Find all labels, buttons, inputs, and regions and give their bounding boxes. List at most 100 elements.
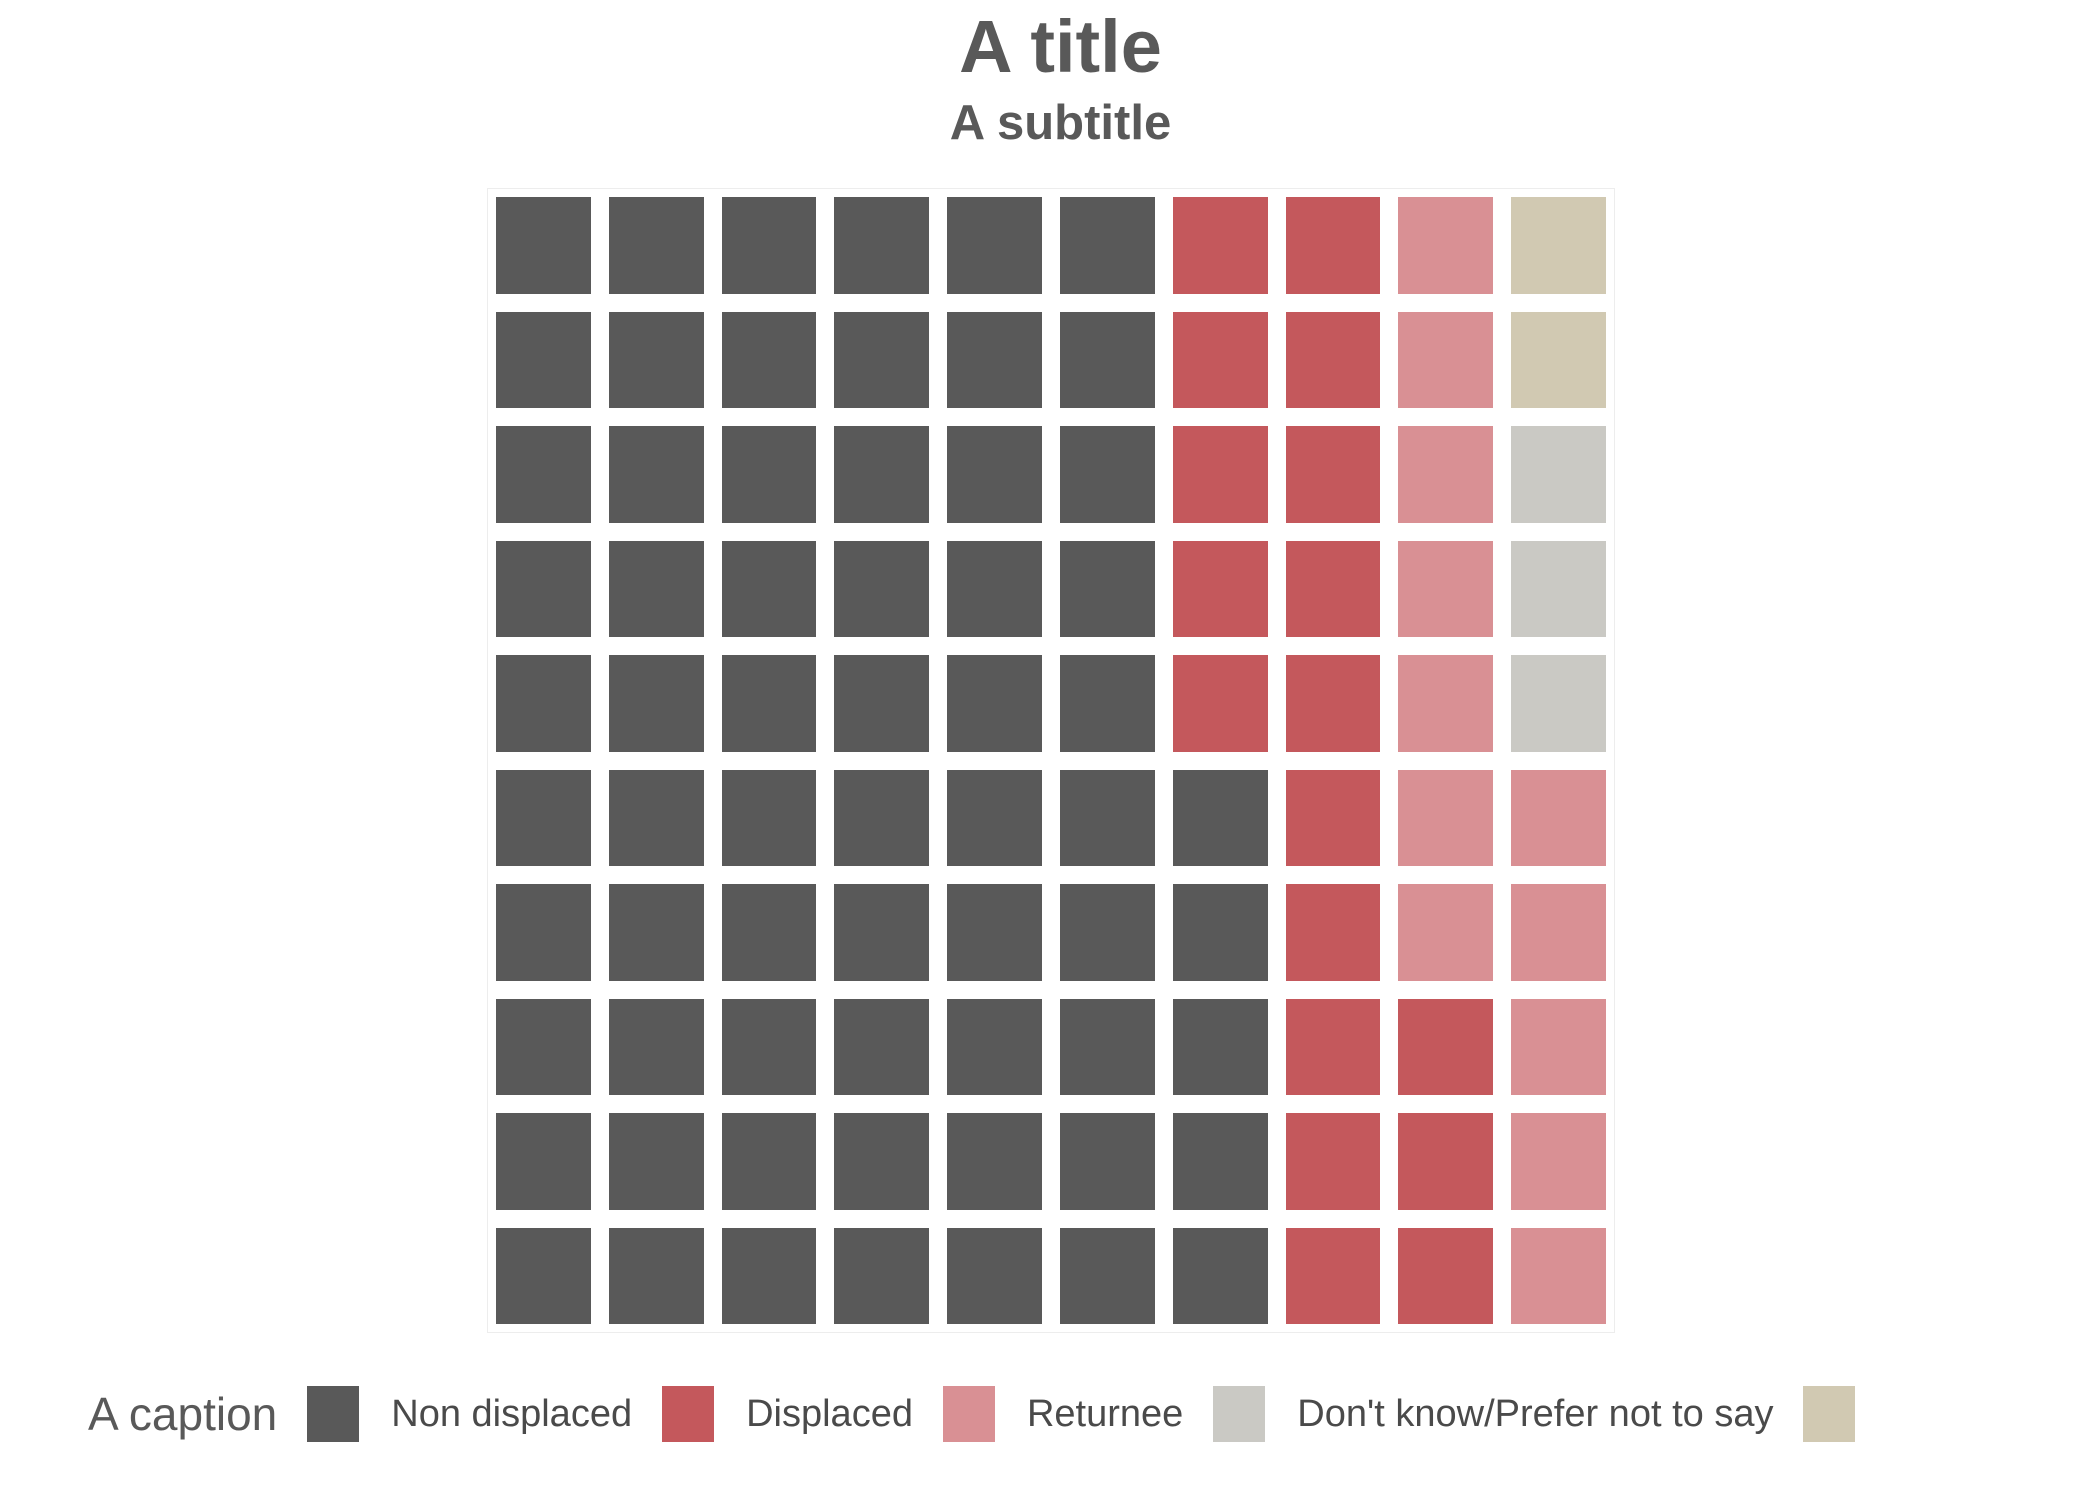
legend-swatch	[662, 1386, 715, 1442]
waffle-cell	[947, 197, 1042, 294]
waffle-cell	[1511, 655, 1606, 752]
waffle-cell	[1060, 1227, 1155, 1324]
waffle-cell	[1285, 998, 1381, 1095]
waffle-cell	[834, 769, 930, 866]
waffle-cell	[1060, 311, 1155, 408]
waffle-cell	[1511, 426, 1606, 523]
legend-caption: A caption	[88, 1388, 278, 1440]
legend-swatch	[1213, 1386, 1266, 1442]
waffle-cell	[721, 998, 817, 1095]
waffle-cell	[721, 884, 817, 981]
waffle-cell	[721, 1227, 817, 1324]
waffle-cell	[1172, 311, 1268, 408]
waffle-cell	[947, 426, 1042, 523]
waffle-cell	[608, 1113, 704, 1210]
waffle-cell	[1285, 426, 1381, 523]
waffle-cell	[1172, 769, 1268, 866]
waffle-cell	[1511, 998, 1606, 1095]
waffle-cell	[1511, 197, 1606, 294]
waffle-cell	[1511, 1227, 1606, 1324]
waffle-cell	[608, 426, 704, 523]
waffle-cell	[1060, 426, 1155, 523]
waffle-cell	[496, 540, 591, 637]
waffle-cell	[1060, 998, 1155, 1095]
waffle-cell	[496, 655, 591, 752]
waffle-cell	[1285, 884, 1381, 981]
waffle-cell	[1060, 197, 1155, 294]
waffle-cell	[1285, 311, 1381, 408]
waffle-cell	[496, 769, 591, 866]
waffle-cell	[947, 884, 1042, 981]
waffle-cell	[1511, 884, 1606, 981]
waffle-cell	[834, 1227, 930, 1324]
waffle-cell	[721, 1113, 817, 1210]
waffle-cell	[1511, 540, 1606, 637]
legend-item: Returnee	[942, 1386, 1184, 1442]
legend-swatch	[942, 1386, 995, 1442]
legend-item-label: Don't know/Prefer not to say	[1297, 1392, 1774, 1435]
waffle-cell	[1398, 540, 1494, 637]
waffle-cell	[1511, 1113, 1606, 1210]
waffle-cell	[496, 426, 591, 523]
legend-item: Don't know/Prefer not to say	[1213, 1386, 1773, 1442]
waffle-cell	[1398, 998, 1494, 1095]
waffle-cell	[496, 1113, 591, 1210]
waffle-cell	[947, 769, 1042, 866]
waffle-cell	[608, 197, 704, 294]
waffle-cell	[496, 884, 591, 981]
waffle-cell	[947, 655, 1042, 752]
waffle-cell	[947, 1227, 1042, 1324]
waffle-cell	[1060, 884, 1155, 981]
waffle-cell	[834, 197, 930, 294]
waffle-cell	[1398, 1227, 1494, 1324]
waffle-cell	[1172, 197, 1268, 294]
legend: A caption Non displaced Displaced Returnee…	[88, 1384, 1856, 1444]
waffle-cell	[1285, 1113, 1381, 1210]
waffle-cell	[608, 1227, 704, 1324]
waffle-cell	[608, 998, 704, 1095]
waffle-cell	[947, 311, 1042, 408]
waffle-cell	[947, 540, 1042, 637]
waffle-cell	[947, 998, 1042, 1095]
waffle-cell	[1285, 197, 1381, 294]
waffle-cell	[496, 1227, 591, 1324]
waffle-grid	[487, 188, 1615, 1333]
legend-item	[1803, 1386, 1856, 1442]
waffle-cell	[1060, 769, 1155, 866]
waffle-cell	[721, 769, 817, 866]
waffle-cell	[721, 540, 817, 637]
waffle-cell	[834, 1113, 930, 1210]
waffle-cell	[834, 655, 930, 752]
title-block: A title A subtitle	[487, 6, 1634, 151]
waffle-cell	[1172, 655, 1268, 752]
legend-swatch	[1803, 1386, 1856, 1442]
waffle-cell	[834, 884, 930, 981]
waffle-cell	[721, 426, 817, 523]
waffle-cell	[721, 197, 817, 294]
waffle-cell	[608, 884, 704, 981]
waffle-cell	[1172, 540, 1268, 637]
waffle-cell	[608, 655, 704, 752]
waffle-cell	[834, 540, 930, 637]
waffle-cell	[1285, 1227, 1381, 1324]
waffle-cell	[1398, 1113, 1494, 1210]
waffle-cell	[1172, 1113, 1268, 1210]
legend-item-label: Displaced	[746, 1392, 913, 1435]
waffle-cell	[1285, 540, 1381, 637]
waffle-cell	[1172, 1227, 1268, 1324]
waffle-cell	[608, 769, 704, 866]
waffle-cell	[496, 998, 591, 1095]
waffle-cell	[1060, 1113, 1155, 1210]
waffle-cell	[1172, 998, 1268, 1095]
legend-item-label: Returnee	[1026, 1392, 1184, 1435]
waffle-cell	[834, 311, 930, 408]
waffle-cell	[1398, 426, 1494, 523]
waffle-cell	[1172, 884, 1268, 981]
waffle-cell	[1511, 311, 1606, 408]
waffle-cell	[1511, 769, 1606, 866]
waffle-cell	[1398, 769, 1494, 866]
legend-swatch	[307, 1386, 360, 1442]
waffle-cell	[834, 426, 930, 523]
page-subtitle: A subtitle	[949, 96, 1172, 151]
